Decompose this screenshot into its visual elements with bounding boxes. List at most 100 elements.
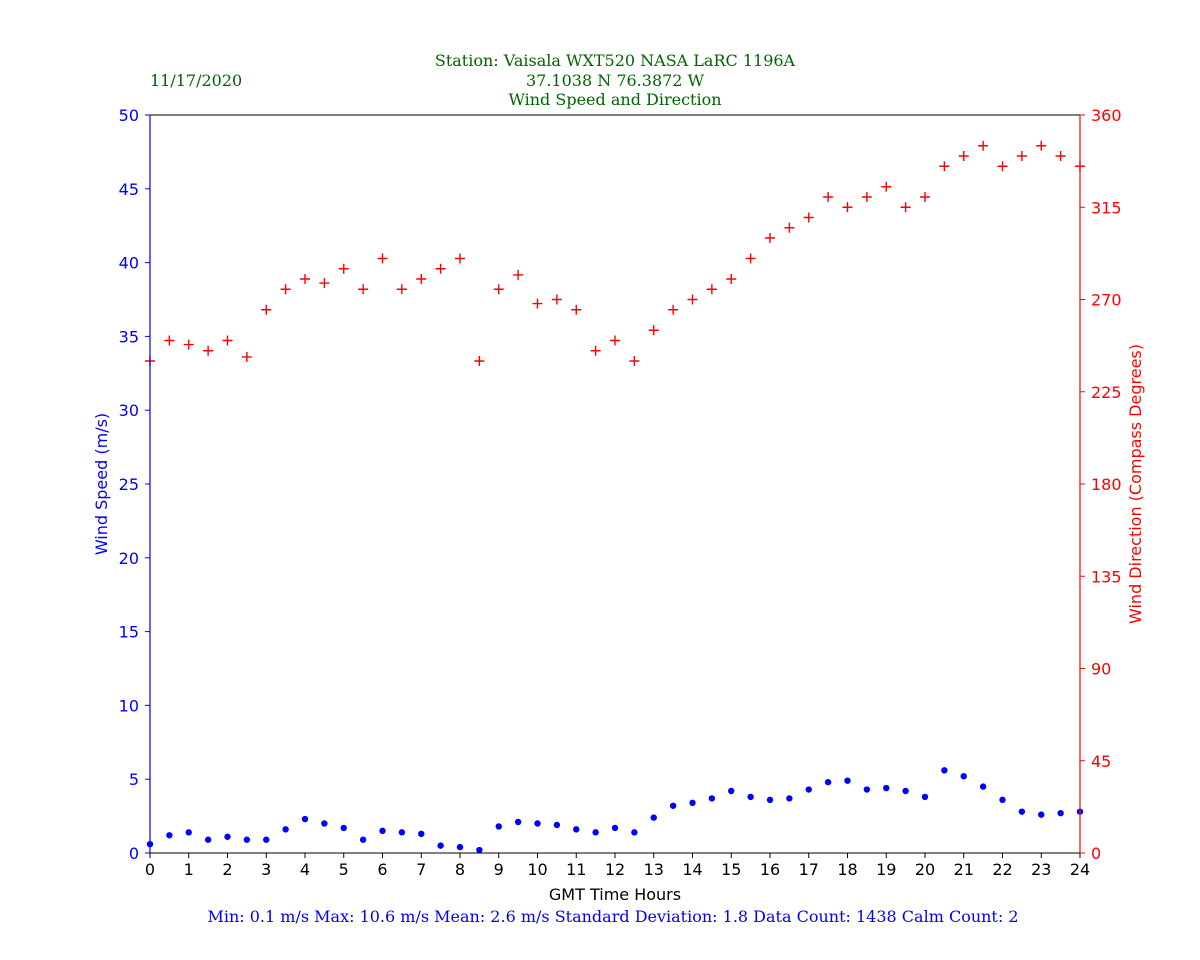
wind-direction-point <box>300 274 310 284</box>
wind-direction-point <box>958 151 969 161</box>
y-right-tick-label: 45 <box>1091 752 1111 771</box>
x-tick-label: 12 <box>605 860 625 879</box>
wind-speed-point <box>669 802 677 809</box>
x-tick-label: 4 <box>300 860 310 879</box>
wind-speed-point <box>902 787 909 795</box>
wind-direction-point <box>203 345 214 356</box>
wind-speed-point <box>592 829 599 836</box>
wind-speed-point <box>941 767 948 774</box>
wind-speed-point <box>476 846 483 854</box>
wind-speed-point <box>418 830 425 838</box>
x-tick-label: 17 <box>799 860 819 879</box>
wind-speed-point <box>398 829 406 836</box>
wind-speed-point <box>340 824 347 832</box>
wind-speed-point <box>437 842 444 849</box>
y-right-tick-label: 90 <box>1091 660 1111 679</box>
wind-speed-point <box>495 823 502 830</box>
wind-speed-point <box>766 796 774 804</box>
x-tick-label: 14 <box>682 860 702 879</box>
wind-speed-point <box>960 773 967 780</box>
wind-speed-point <box>999 796 1006 804</box>
x-tick-label: 20 <box>915 860 935 879</box>
wind-direction-point <box>900 202 911 213</box>
wind-speed-point <box>689 799 696 807</box>
y-left-tick-label: 5 <box>129 770 139 789</box>
wind-direction-point <box>610 335 620 346</box>
x-tick-label: 7 <box>416 860 426 879</box>
wind-direction-point <box>396 284 407 295</box>
wind-speed-point <box>824 778 832 786</box>
stats-footer: Min: 0.1 m/s Max: 10.6 m/s Mean: 2.6 m/s… <box>207 907 1018 926</box>
y-right-tick-label: 315 <box>1091 198 1122 217</box>
wind-direction-point <box>590 345 601 356</box>
wind-direction-point <box>726 274 737 284</box>
wind-direction-point <box>261 304 272 315</box>
y-left-axis-label: Wind Speed (m/s) <box>92 413 111 555</box>
wind-speed-point <box>534 820 541 827</box>
wind-speed-point <box>883 784 890 792</box>
wind-speed-point <box>379 827 386 835</box>
wind-speed-point <box>708 795 716 802</box>
wind-speed-point <box>650 814 657 821</box>
wind-speed-point <box>243 836 251 843</box>
wind-direction-point <box>978 140 989 151</box>
wind-direction-point <box>997 161 1008 172</box>
wind-direction-point <box>551 294 562 305</box>
x-tick-label: 1 <box>184 860 194 879</box>
wind-direction-point <box>823 192 834 202</box>
wind-speed-point <box>1057 809 1064 817</box>
y-left-tick-label: 25 <box>119 475 139 494</box>
chart-date: 11/17/2020 <box>150 71 242 90</box>
x-tick-label: 16 <box>760 860 780 879</box>
wind-speed-point <box>786 795 793 802</box>
wind-direction-point <box>706 284 717 295</box>
wind-speed-point <box>1038 811 1045 818</box>
y-left-tick-label: 40 <box>119 254 139 273</box>
wind-direction-point <box>474 356 485 366</box>
wind-direction-point <box>939 161 950 172</box>
wind-direction-point <box>222 335 233 346</box>
wind-direction-point <box>745 253 756 264</box>
wind-direction-point <box>1055 151 1066 161</box>
wind-direction-point <box>1016 151 1027 161</box>
chart-title-coords: 37.1038 N 76.3872 W <box>526 71 705 90</box>
chart-title-subject: Wind Speed and Direction <box>508 90 721 109</box>
wind-speed-point <box>573 826 580 833</box>
y-right-axis-label: Wind Direction (Compass Degrees) <box>1126 344 1145 624</box>
wind-direction-point <box>455 253 465 264</box>
x-tick-label: 5 <box>339 860 349 879</box>
wind-direction-point <box>803 212 814 223</box>
x-axis-label: GMT Time Hours <box>549 885 681 904</box>
wind-speed-point <box>282 826 289 833</box>
wind-speed-point <box>979 783 987 790</box>
wind-speed-point <box>359 836 367 843</box>
x-tick-label: 13 <box>644 860 664 879</box>
wind-direction-point <box>571 304 582 315</box>
wind-direction-point <box>1036 140 1047 151</box>
x-tick-label: 23 <box>1031 860 1051 879</box>
y-left-tick-label: 20 <box>119 549 139 568</box>
wind-speed-point <box>166 832 173 839</box>
wind-direction-point <box>532 298 543 309</box>
wind-speed-point <box>631 829 638 836</box>
wind-speed-point <box>301 815 309 823</box>
wind-direction-point <box>280 284 291 295</box>
wind-speed-point <box>728 787 735 795</box>
wind-speed-point <box>553 821 561 829</box>
wind-speed-point <box>204 836 212 843</box>
x-tick-label: 15 <box>721 860 741 879</box>
y-right-tick-label: 270 <box>1091 291 1122 310</box>
wind-speed-point <box>224 833 231 840</box>
x-tick-label: 8 <box>455 860 465 879</box>
y-left-tick-label: 30 <box>119 401 139 420</box>
wind-direction-point <box>629 356 640 366</box>
x-tick-label: 21 <box>954 860 974 879</box>
y-left-tick-label: 45 <box>119 180 139 199</box>
wind-speed-point <box>263 836 270 843</box>
wind-direction-point <box>164 335 175 346</box>
y-left-tick-label: 15 <box>119 623 139 642</box>
wind-direction-point <box>416 274 427 284</box>
x-tick-label: 10 <box>527 860 547 879</box>
x-tick-label: 22 <box>992 860 1012 879</box>
